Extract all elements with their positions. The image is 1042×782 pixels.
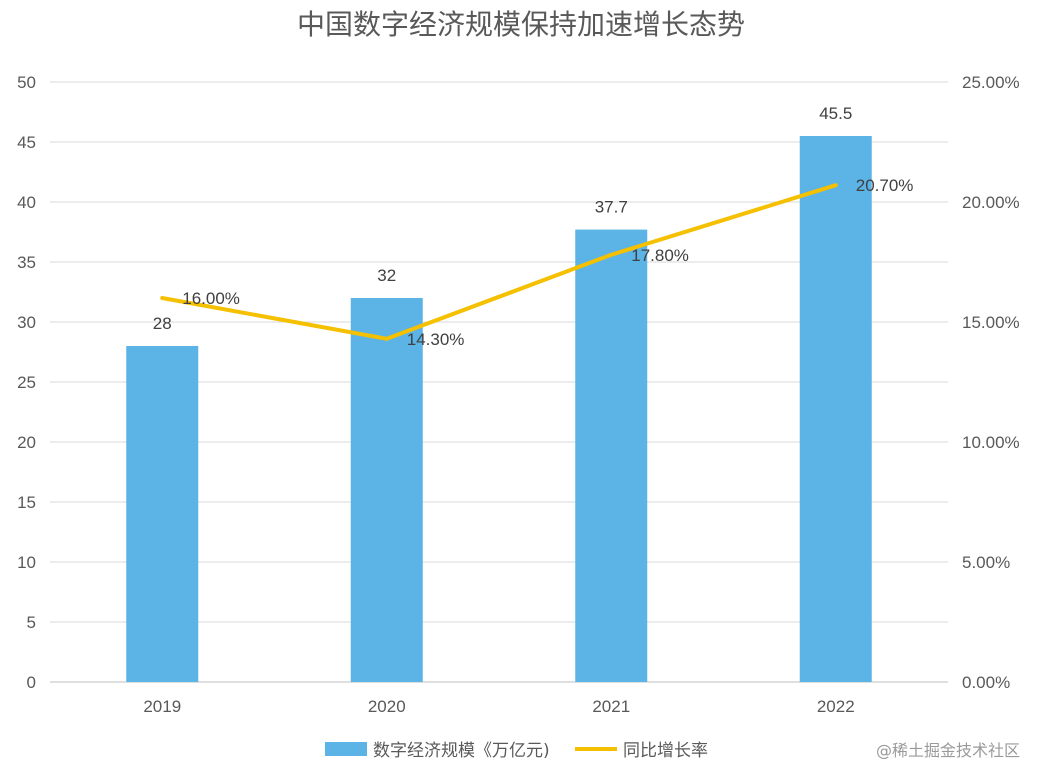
bar — [126, 346, 199, 682]
bar-series — [126, 136, 872, 682]
left-axis-ticks: 0 5 10 15 20 25 30 35 40 45 50 — [17, 73, 36, 692]
line-series — [160, 183, 838, 341]
right-tick-label: 15.00% — [962, 313, 1020, 332]
gridlines — [50, 81, 948, 683]
legend-bar-label: 数字经济规模《万亿元) — [373, 741, 550, 761]
line-data-label: 20.70% — [856, 176, 914, 195]
watermark: @稀土掘金技术社区 — [876, 741, 1020, 760]
right-tick-label: 5.00% — [962, 553, 1010, 572]
bar-data-labels: 28 32 37.7 45.5 — [153, 104, 853, 333]
x-tick-label: 2021 — [592, 697, 630, 716]
left-tick-label: 15 — [17, 493, 36, 512]
right-tick-label: 20.00% — [962, 193, 1020, 212]
left-tick-label: 0 — [27, 673, 36, 692]
x-tick-label: 2020 — [368, 697, 406, 716]
right-tick-label: 25.00% — [962, 73, 1020, 92]
left-tick-label: 30 — [17, 313, 36, 332]
bar-data-label: 45.5 — [819, 104, 852, 123]
left-tick-label: 25 — [17, 373, 36, 392]
x-axis-ticks: 2019 2020 2021 2022 — [143, 697, 854, 716]
left-tick-label: 45 — [17, 133, 36, 152]
line-data-label: 16.00% — [182, 289, 240, 308]
bar-data-label: 28 — [153, 314, 172, 333]
left-tick-label: 40 — [17, 193, 36, 212]
bar-data-label: 37.7 — [595, 198, 628, 217]
left-tick-label: 50 — [17, 73, 36, 92]
chart-title: 中国数字经济规模保持加速增长态势 — [297, 8, 745, 41]
left-tick-label: 10 — [17, 553, 36, 572]
line-data-label: 17.80% — [631, 246, 689, 265]
line-data-label: 14.30% — [407, 330, 465, 349]
right-axis-ticks: 0.00% 5.00% 10.00% 15.00% 20.00% 25.00% — [962, 73, 1020, 692]
legend: 数字经济规模《万亿元) 同比增长率 — [325, 741, 708, 761]
left-tick-label: 20 — [17, 433, 36, 452]
x-tick-label: 2022 — [817, 697, 855, 716]
line-data-labels: 16.00% 14.30% 17.80% 20.70% — [182, 176, 913, 349]
x-tick-label: 2019 — [143, 697, 181, 716]
bar — [350, 298, 423, 682]
growth-line — [160, 183, 838, 341]
bar-data-label: 32 — [377, 266, 396, 285]
legend-bar-swatch — [325, 742, 367, 756]
legend-line-label: 同比增长率 — [623, 741, 708, 761]
bar — [799, 136, 872, 682]
right-tick-label: 0.00% — [962, 673, 1010, 692]
left-tick-label: 5 — [27, 613, 36, 632]
right-tick-label: 10.00% — [962, 433, 1020, 452]
left-tick-label: 35 — [17, 253, 36, 272]
bar — [575, 229, 648, 682]
